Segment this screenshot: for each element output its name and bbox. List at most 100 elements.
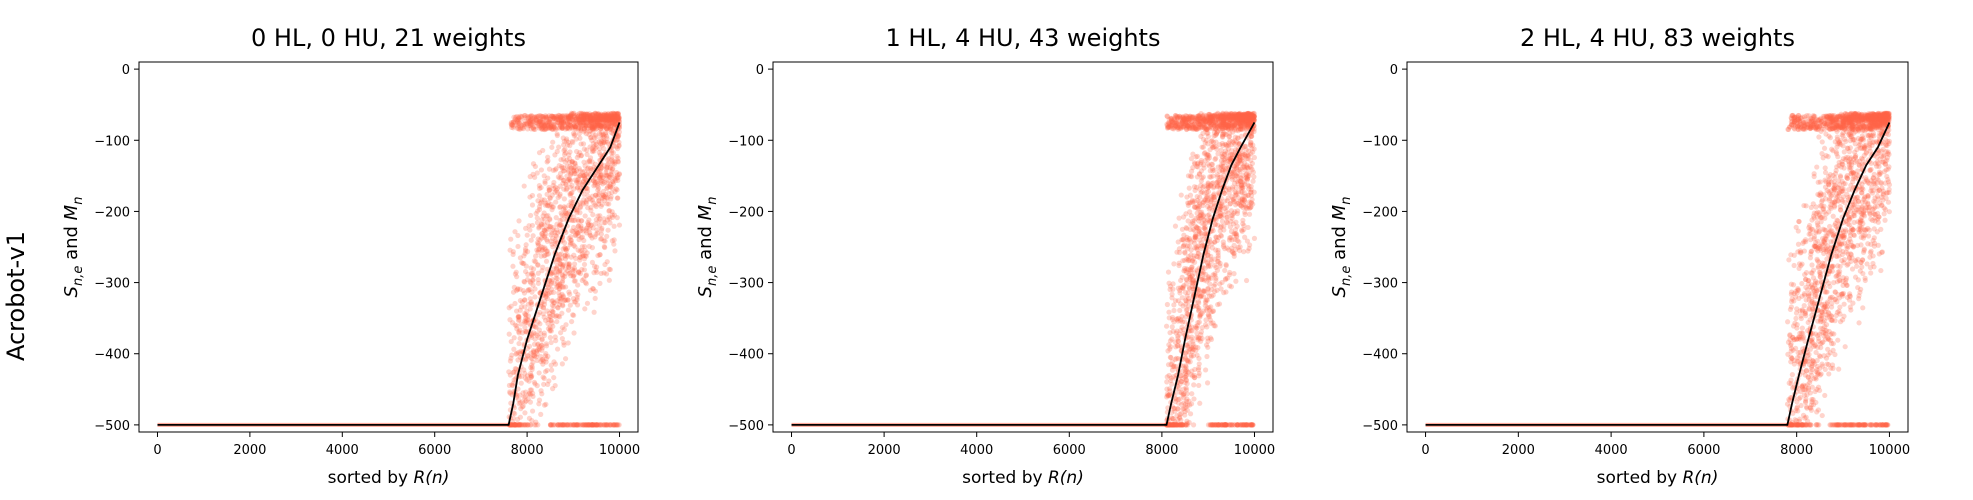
y-tick-label: −400	[728, 348, 764, 363]
scatter-point	[555, 116, 561, 122]
scatter-point	[579, 248, 585, 254]
scatter-point	[1213, 422, 1219, 428]
scatter-point	[1191, 184, 1198, 190]
scatter-point	[581, 122, 587, 128]
scatter-point	[1199, 310, 1205, 316]
scatter-point	[1247, 117, 1253, 123]
scatter-point	[1871, 171, 1877, 177]
scatter-point	[1883, 422, 1889, 428]
scatter-point	[1807, 124, 1814, 130]
scatter-point	[1206, 307, 1212, 313]
scatter-point	[549, 204, 555, 210]
scatter-point	[1181, 117, 1187, 123]
scatter-point	[530, 352, 536, 358]
scatter-point	[1243, 277, 1250, 284]
scatter-point	[543, 356, 549, 362]
scatter-point	[1202, 303, 1208, 309]
scatter-point	[1829, 228, 1835, 234]
scatter-point	[573, 124, 579, 130]
scatter-point	[1216, 178, 1222, 184]
scatter-point	[550, 323, 556, 329]
scatter-point	[1194, 163, 1200, 170]
scatter-point	[523, 312, 529, 318]
scatter-point	[569, 228, 575, 234]
scatter-point	[1227, 138, 1233, 144]
scatter-point	[1803, 414, 1809, 420]
scatter-point	[536, 397, 543, 403]
scatter-point	[1190, 114, 1197, 120]
scatter-point	[1172, 395, 1178, 401]
scatter-point	[597, 112, 604, 118]
scatter-point	[593, 422, 599, 428]
scatter-point	[564, 261, 570, 267]
scatter-point	[1196, 122, 1202, 128]
scatter-point	[1200, 202, 1206, 209]
scatter-point	[1246, 205, 1253, 211]
scatter-point	[541, 330, 547, 336]
scatter-point	[526, 119, 532, 125]
scatter-point	[536, 119, 542, 125]
scatter-point	[546, 278, 553, 284]
scatter-point	[583, 122, 590, 128]
scatter-point	[1205, 335, 1211, 341]
scatter-point	[587, 232, 593, 238]
scatter-point	[1166, 372, 1172, 379]
scatter-point	[607, 118, 613, 125]
scatter-point	[1190, 422, 1197, 428]
scatter-point	[572, 422, 579, 428]
scatter-point	[1227, 158, 1233, 165]
scatter-point	[1799, 422, 1806, 428]
scatter-point	[1197, 313, 1203, 319]
scatter-point	[1181, 116, 1187, 122]
scatter-point	[1229, 123, 1235, 129]
scatter-point	[1176, 262, 1182, 269]
scatter-point	[1194, 323, 1200, 329]
scatter-point	[1843, 121, 1850, 127]
scatter-point	[1176, 422, 1183, 428]
scatter-point	[1229, 194, 1235, 200]
scatter-point	[610, 181, 616, 187]
scatter-point	[1828, 304, 1835, 310]
scatter-point	[1199, 325, 1205, 331]
scatter-point	[575, 218, 582, 224]
scatter-point	[1216, 121, 1223, 127]
scatter-point	[603, 114, 609, 120]
scatter-point	[1177, 422, 1183, 428]
scatter-point	[1196, 287, 1202, 293]
scatter-point	[597, 115, 603, 121]
scatter-point	[557, 422, 563, 428]
scatter-point	[577, 185, 583, 191]
scatter-point	[1227, 117, 1233, 124]
scatter-point	[1235, 117, 1241, 124]
scatter-point	[555, 254, 561, 260]
scatter-point	[575, 217, 581, 223]
scatter-point	[1190, 280, 1196, 286]
scatter-point	[1222, 114, 1228, 120]
scatter-point	[1198, 230, 1204, 236]
scatter-point	[540, 244, 546, 250]
scatter-point	[616, 139, 622, 145]
scatter-point	[1822, 336, 1829, 342]
scatter-point	[1195, 225, 1201, 231]
scatter-point	[601, 193, 607, 200]
scatter-point	[563, 138, 570, 144]
scatter-point	[612, 161, 618, 167]
scatter-point	[554, 422, 561, 428]
scatter-point	[578, 223, 584, 229]
scatter-point	[1199, 209, 1205, 215]
scatter-point	[1870, 139, 1876, 146]
scatter-point	[607, 113, 613, 119]
scatter-point	[1240, 422, 1246, 428]
scatter-point	[538, 117, 544, 124]
scatter-point	[1238, 114, 1244, 120]
scatter-point	[1241, 115, 1247, 121]
scatter-point	[1193, 245, 1199, 251]
scatter-point	[588, 167, 595, 174]
scatter-point	[1187, 173, 1194, 179]
scatter-point	[593, 144, 599, 150]
scatter-point	[575, 114, 581, 120]
scatter-point	[1173, 422, 1179, 428]
scatter-point	[608, 148, 615, 154]
scatter-point	[1241, 112, 1248, 118]
scatter-point	[1227, 155, 1234, 162]
